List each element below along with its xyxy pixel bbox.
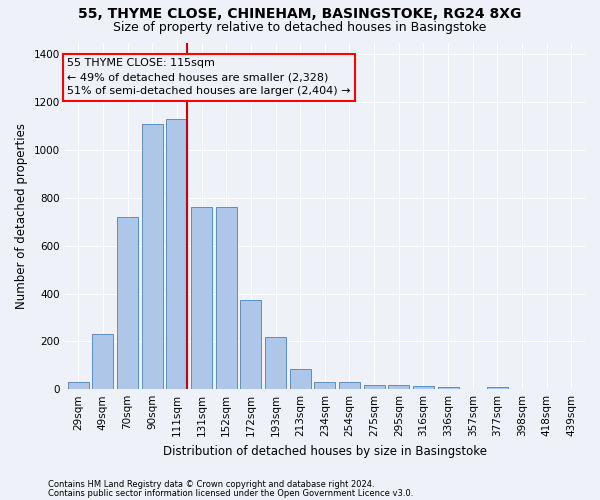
Bar xyxy=(241,300,262,389)
Bar xyxy=(265,336,286,389)
Bar xyxy=(117,217,138,389)
Bar xyxy=(339,382,360,389)
Bar xyxy=(437,387,458,389)
Bar xyxy=(191,208,212,389)
Y-axis label: Number of detached properties: Number of detached properties xyxy=(15,123,28,309)
Bar xyxy=(364,385,385,389)
Bar xyxy=(388,385,409,389)
Text: Size of property relative to detached houses in Basingstoke: Size of property relative to detached ho… xyxy=(113,21,487,34)
X-axis label: Distribution of detached houses by size in Basingstoke: Distribution of detached houses by size … xyxy=(163,444,487,458)
Bar xyxy=(142,124,163,389)
Bar xyxy=(166,119,187,389)
Bar xyxy=(413,386,434,389)
Text: Contains public sector information licensed under the Open Government Licence v3: Contains public sector information licen… xyxy=(48,489,413,498)
Bar xyxy=(216,208,236,389)
Bar xyxy=(92,334,113,389)
Bar xyxy=(68,382,89,389)
Bar xyxy=(487,387,508,389)
Text: Contains HM Land Registry data © Crown copyright and database right 2024.: Contains HM Land Registry data © Crown c… xyxy=(48,480,374,489)
Bar xyxy=(290,369,311,389)
Text: 55 THYME CLOSE: 115sqm
← 49% of detached houses are smaller (2,328)
51% of semi-: 55 THYME CLOSE: 115sqm ← 49% of detached… xyxy=(67,58,351,96)
Text: 55, THYME CLOSE, CHINEHAM, BASINGSTOKE, RG24 8XG: 55, THYME CLOSE, CHINEHAM, BASINGSTOKE, … xyxy=(79,8,521,22)
Bar xyxy=(314,382,335,389)
